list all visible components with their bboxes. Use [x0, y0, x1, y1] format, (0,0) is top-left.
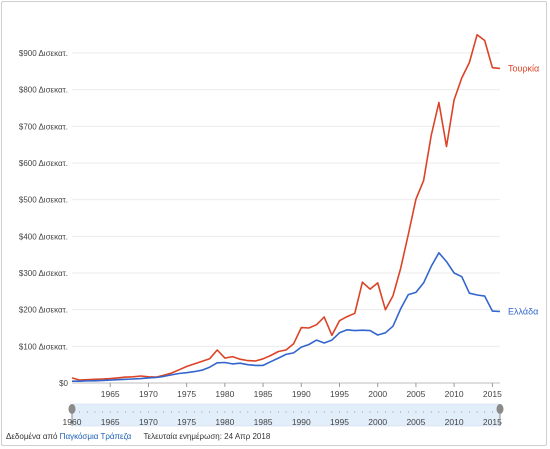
slider-tick-label: 1975	[177, 417, 196, 427]
slider-tick-label: 1970	[139, 417, 158, 427]
gridlines	[72, 52, 500, 384]
x-tick-label: 1995	[330, 389, 349, 399]
range-slider[interactable]: 1960 1965 1970 1975 1980 1985 1990 1995 2000 2005…	[63, 403, 504, 427]
source-prefix: Δεδομένα από	[6, 432, 58, 441]
source-link[interactable]: Παγκόσμια Τράπεζα	[59, 432, 132, 441]
slider-tick-label: 1995	[330, 417, 349, 427]
y-tick-label: $500 Δισεκατ.	[19, 196, 68, 205]
slider-tick-label: 1990	[292, 417, 311, 427]
series-line	[71, 33, 501, 381]
slider-tick-label: 2000	[368, 417, 387, 427]
y-tick-label: $0	[59, 379, 68, 388]
x-tick-label: 1990	[292, 389, 311, 399]
x-tick-label: 1975	[177, 389, 196, 399]
line-chart: $0 $100 Δισεκατ. $200 Δισεκατ. $300 Δισεκατ…	[19, 33, 539, 427]
x-tick-label: 1985	[254, 389, 273, 399]
x-tick-label: 2005	[406, 389, 425, 399]
slider-tick-label: 1985	[254, 417, 273, 427]
y-axis-ticks: $0 $100 Δισεκατ. $200 Δισεκατ. $300 Δισεκατ…	[19, 49, 69, 388]
series-end-label: Ελλάδα	[508, 307, 538, 317]
slider-tick-label: 1965	[101, 417, 120, 427]
footer: Δεδομένα από Παγκόσμια Τράπεζα Τελευταία…	[6, 432, 270, 441]
slider-tick-label: 2015	[483, 417, 502, 427]
x-tick-label: 1970	[139, 389, 158, 399]
slider-tick-label: 2010	[445, 417, 464, 427]
y-tick-label: $100 Δισεκατ.	[19, 342, 68, 351]
slider-handle-start[interactable]	[68, 404, 76, 414]
last-updated: Τελευταία ενημέρωση: 24 Απρ 2018	[143, 432, 271, 441]
x-tick-label: 1980	[215, 389, 234, 399]
series-lines	[71, 33, 501, 383]
slider-track[interactable]	[71, 403, 501, 427]
y-tick-label: $200 Δισεκατ.	[19, 306, 68, 315]
y-tick-label: $300 Δισεκατ.	[19, 269, 68, 278]
y-tick-label: $700 Δισεκατ.	[19, 122, 68, 131]
x-tick-label: 1965	[101, 389, 120, 399]
y-tick-label: $800 Δισεκατ.	[19, 86, 68, 95]
x-tick-label: 2015	[483, 389, 502, 399]
x-axis-ticks: 1965 1970 1975 1980 1985 1990 1995 2000 2005 2010…	[101, 383, 502, 399]
y-tick-label: $600 Δισεκατ.	[19, 159, 68, 168]
slider-tick-label: 2005	[406, 417, 425, 427]
y-tick-label: $400 Δισεκατ.	[19, 232, 68, 241]
y-tick-label: $900 Δισεκατ.	[19, 49, 68, 58]
x-tick-label: 2010	[445, 389, 464, 399]
slider-handle-end[interactable]	[496, 404, 504, 414]
series-end-label: Τουρκία	[508, 63, 539, 73]
x-tick-label: 2000	[368, 389, 387, 399]
series-line	[72, 252, 501, 383]
slider-tick-label: 1980	[215, 417, 234, 427]
series-labels: Τουρκία Ελλάδα	[508, 63, 539, 316]
